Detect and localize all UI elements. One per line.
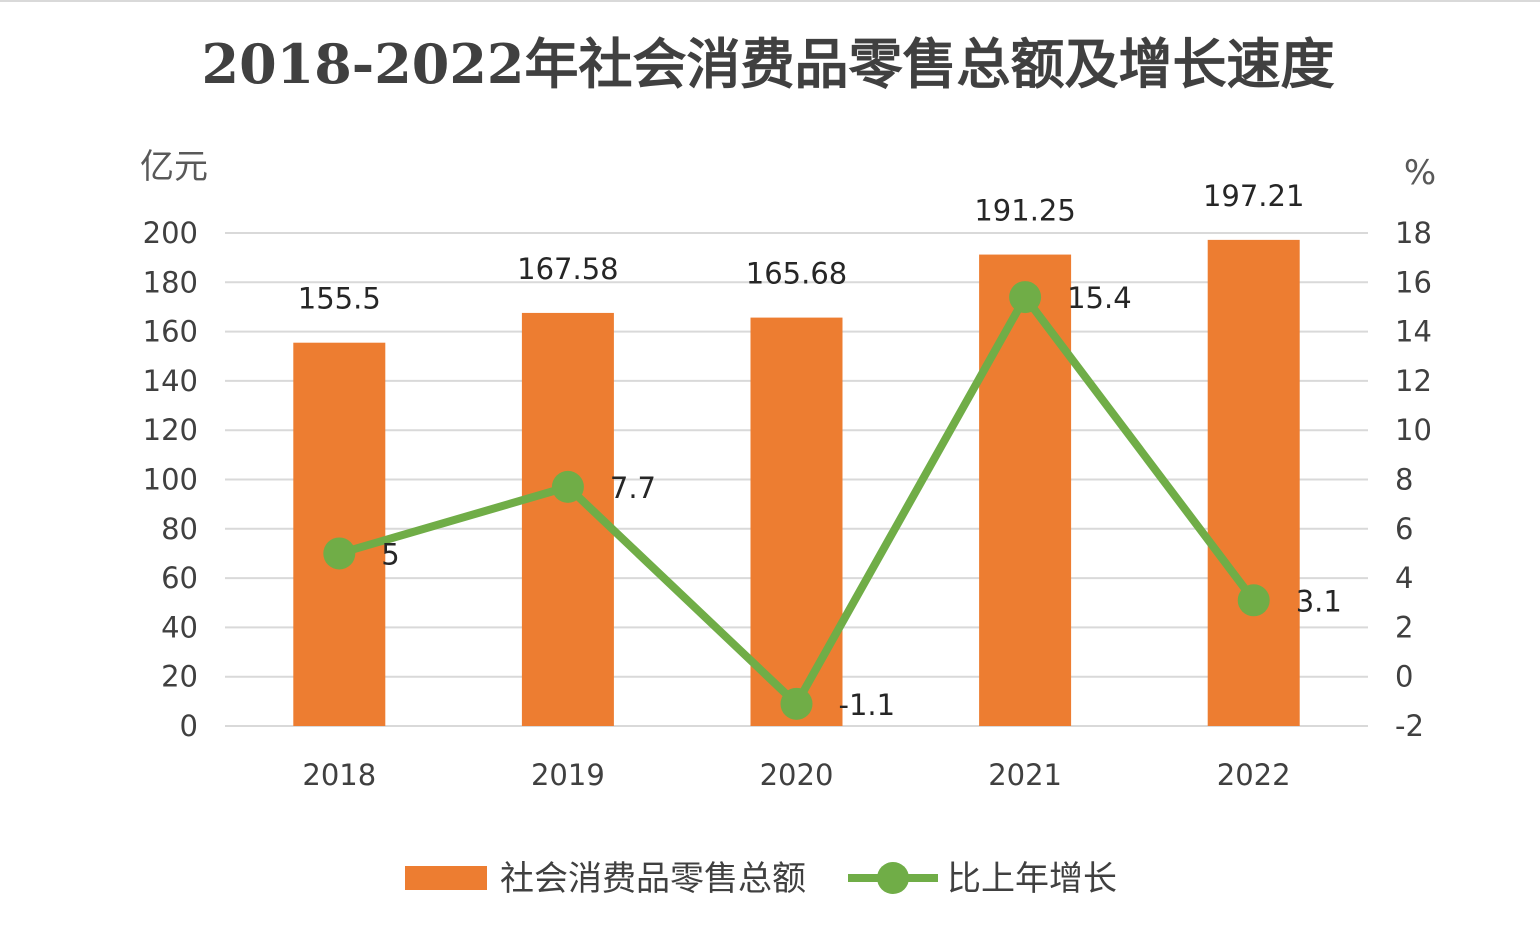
bar-data-label: 197.21: [1203, 179, 1304, 213]
bar-data-label: 191.25: [974, 194, 1075, 228]
bar: [979, 254, 1072, 726]
right-tick-label: 8: [1395, 463, 1413, 497]
line-data-label: 3.1: [1296, 584, 1342, 618]
x-tick-label: 2020: [760, 758, 834, 792]
legend-line-label: 比上年增长: [947, 859, 1117, 899]
x-tick-label: 2022: [1217, 758, 1291, 792]
line-marker: [551, 470, 584, 503]
right-tick-label: 12: [1395, 364, 1432, 398]
bar: [750, 317, 843, 726]
right-tick-label: 2: [1395, 610, 1413, 644]
left-tick-label: 160: [143, 315, 198, 349]
bar-data-labels: 155.5 167.58 165.68 191.25 197.21: [298, 179, 1305, 316]
line-marker: [1237, 584, 1270, 617]
right-tick-label: 16: [1395, 265, 1432, 299]
right-tick-label: -2: [1395, 709, 1424, 743]
line-marker: [1009, 281, 1042, 314]
right-axis-unit: %: [1404, 153, 1436, 193]
left-axis-unit: 亿元: [140, 147, 208, 187]
bar: [1207, 239, 1300, 726]
left-tick-label: 100: [143, 463, 198, 497]
bar-data-label: 167.58: [517, 252, 618, 286]
left-tick-label: 140: [143, 364, 198, 398]
x-axis-ticks: 2018 2019 2020 2021 2022: [302, 758, 1290, 792]
bar-data-label: 155.5: [298, 282, 381, 316]
left-tick-label: 20: [161, 660, 198, 694]
left-tick-label: 120: [143, 413, 198, 447]
right-tick-label: 18: [1395, 216, 1432, 250]
left-tick-label: 60: [161, 561, 198, 595]
top-border: [0, 0, 1540, 2]
legend-line-marker: [877, 862, 909, 894]
legend-bar-label: 社会消费品零售总额: [500, 859, 806, 899]
left-tick-label: 80: [161, 512, 198, 546]
right-tick-label: 4: [1395, 561, 1413, 595]
left-tick-label: 40: [161, 610, 198, 644]
bar-series: [293, 239, 1300, 726]
line-marker: [323, 537, 356, 570]
line-data-label: 5: [381, 537, 399, 571]
legend-bar-swatch: [405, 866, 487, 890]
x-tick-label: 2018: [302, 758, 376, 792]
line-data-label: -1.1: [839, 688, 896, 722]
left-tick-label: 180: [143, 265, 198, 299]
line-data-label: 15.4: [1067, 281, 1132, 315]
right-axis-ticks: -2 0 2 4 6 8 10 12 14 16 18: [1395, 216, 1432, 743]
right-tick-label: 10: [1395, 413, 1432, 447]
left-tick-label: 200: [143, 216, 198, 250]
right-tick-label: 14: [1395, 315, 1432, 349]
legend: 社会消费品零售总额 比上年增长: [405, 859, 1117, 899]
line-data-label: 7.7: [610, 471, 656, 505]
right-tick-label: 0: [1395, 660, 1413, 694]
x-tick-label: 2021: [988, 758, 1062, 792]
line-series: [323, 281, 1270, 720]
chart-title: 2018-2022年社会消费品零售总额及增长速度: [202, 32, 1335, 96]
left-axis-ticks: 0 20 40 60 80 100 120 140 160 180 200: [143, 216, 198, 743]
line-marker: [780, 687, 813, 720]
x-tick-label: 2019: [531, 758, 605, 792]
bar: [293, 342, 386, 726]
line-data-labels: 5 7.7 -1.1 15.4 3.1: [381, 281, 1342, 722]
bar-data-label: 165.68: [746, 257, 847, 291]
left-tick-label: 0: [180, 709, 198, 743]
right-tick-label: 6: [1395, 512, 1413, 546]
